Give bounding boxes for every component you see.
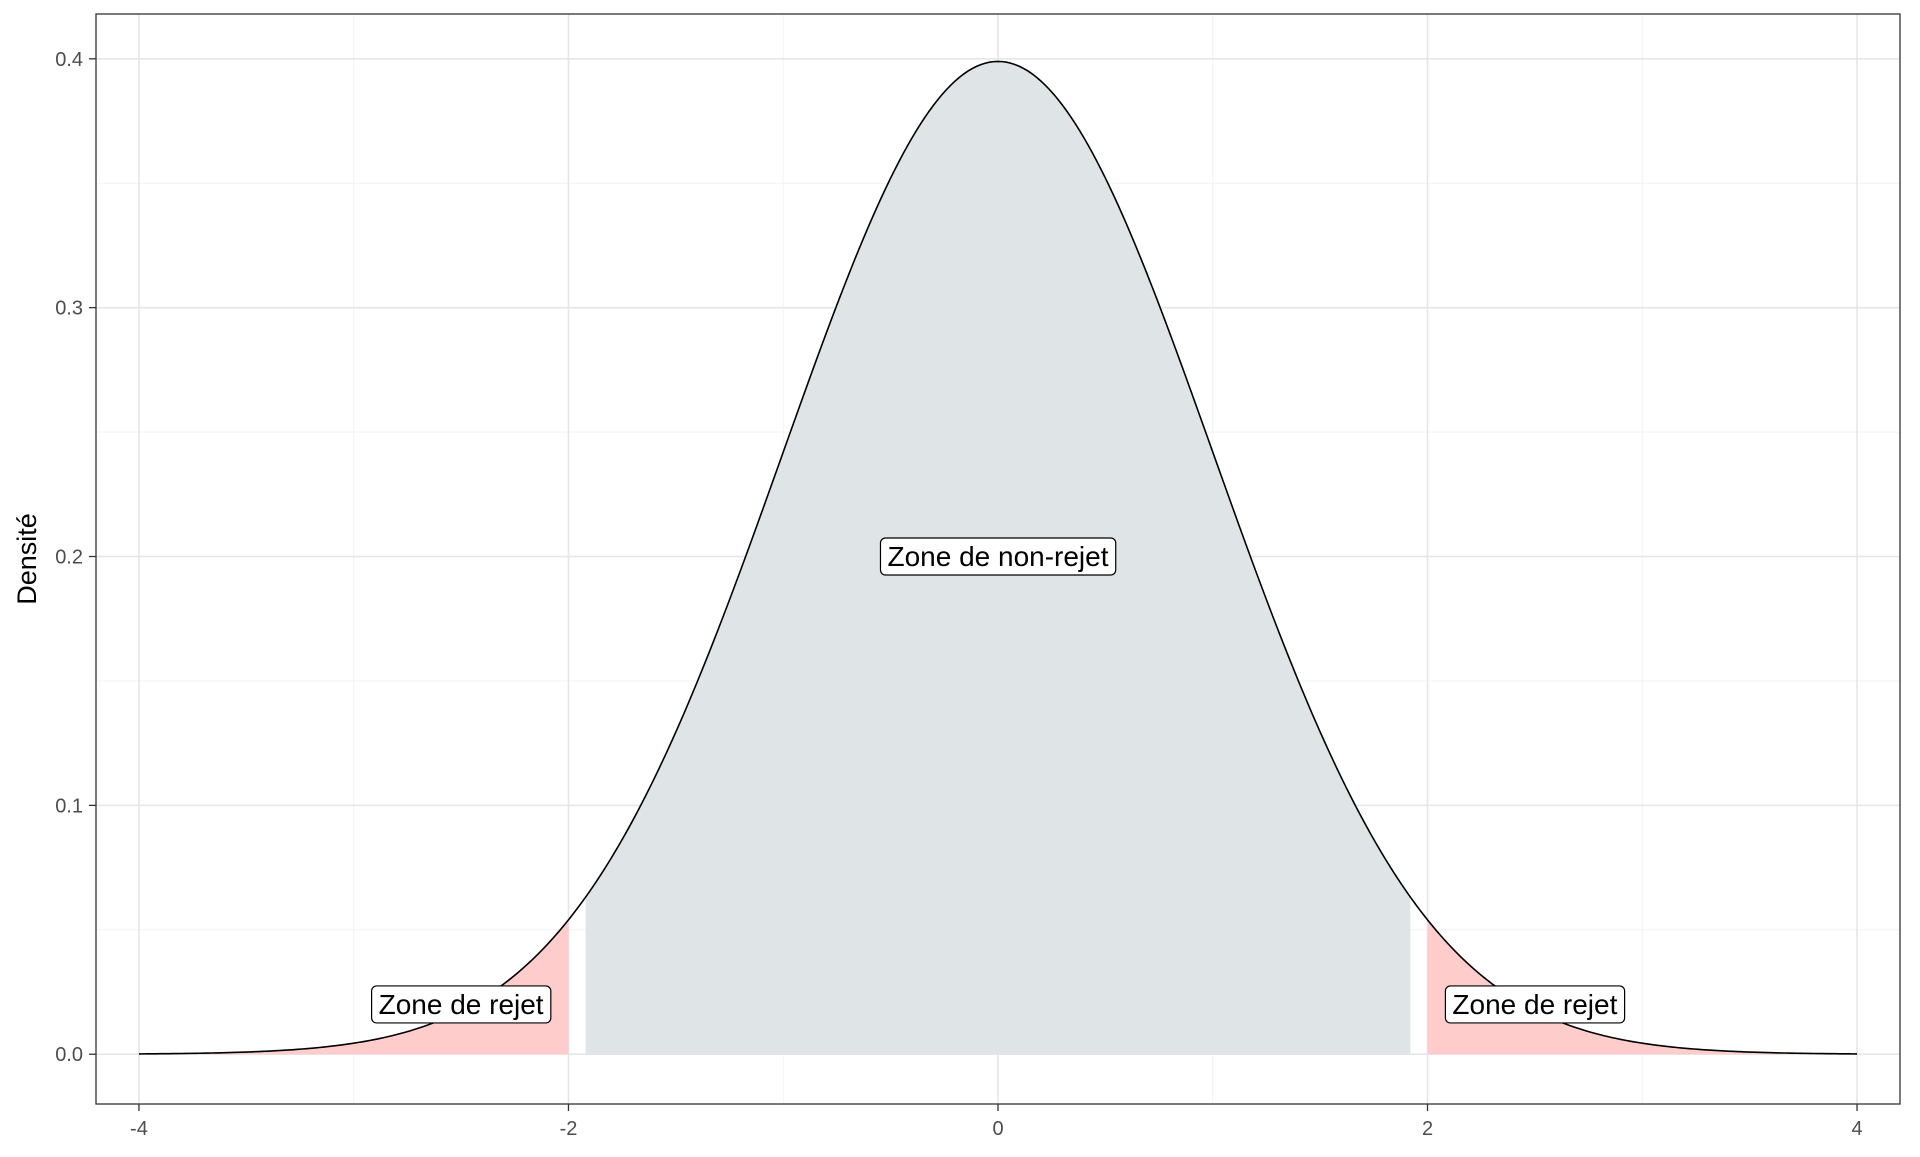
x-tick-label: -2: [560, 1118, 578, 1140]
y-tick-label: 0.3: [55, 298, 83, 320]
zone-label-group: Zone de rejet: [1444, 985, 1626, 1024]
curve-layer: [138, 60, 1858, 1055]
zone-label-group: Zone de rejet: [370, 985, 552, 1024]
zone-label: Zone de rejet: [1452, 989, 1617, 1020]
x-tick-label: 2: [1422, 1118, 1433, 1140]
y-tick-label: 0.0: [55, 1044, 83, 1066]
zone-label-group: Zone de non-rejet: [879, 537, 1117, 576]
x-tick-label: 4: [1851, 1118, 1862, 1140]
y-tick-label: 0.2: [55, 547, 83, 569]
zone-label-box: [370, 985, 552, 1024]
y-tick-label: 0.4: [55, 49, 83, 71]
density-curve-line: [138, 60, 1858, 1055]
zone-label: Zone de non-rejet: [887, 541, 1108, 572]
tick-layer: -4 -2 0 2 4 0.0 0.1 0.2 0.3 0.4: [55, 49, 1862, 1140]
y-axis-title: Densité: [12, 513, 42, 605]
zone-label-box: [879, 537, 1117, 576]
x-tick-label: -4: [130, 1118, 148, 1140]
zone-label: Zone de rejet: [379, 989, 544, 1020]
zone-label-box: [1444, 985, 1626, 1024]
annotation-layer: Zone de rejet Zone de non-rejet Zone de re…: [370, 537, 1626, 1024]
x-tick-label: 0: [992, 1118, 1003, 1140]
y-tick-label: 0.1: [55, 795, 83, 817]
